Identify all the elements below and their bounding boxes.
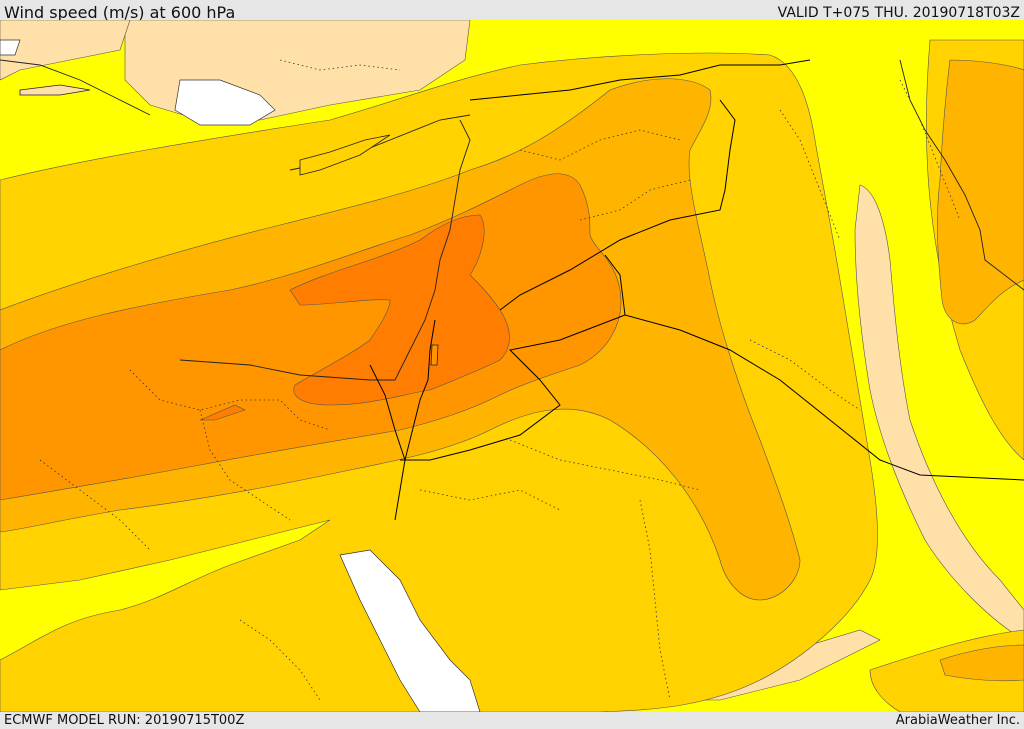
border-syria-iraq [499,99,736,311]
header-bar: Wind speed (m/s) at 600 hPa VALID T+075 … [0,0,1024,22]
border-turkey-syria [469,59,811,101]
island-crete [19,84,91,96]
model-run: ECMWF MODEL RUN: 20190715T00Z [4,713,245,728]
band-high-southeast [939,644,1024,682]
coastline-levant [179,119,471,381]
water-mediterranean-east [174,79,276,126]
band-max-core [289,214,510,406]
band-max-patch-sinai [199,404,246,421]
island-cyprus [299,134,391,176]
water-red-sea [339,549,481,712]
valid-time: VALID T+075 THU. 20190718T03Z [777,5,1020,21]
border-saudi-iraq [624,314,1024,481]
band-lowest-east-strip [854,184,1024,641]
border-jordan-iraq-saudi [400,254,626,461]
border-egypt-israel [369,364,406,521]
lake-dead-sea [430,344,439,366]
wind-speed-map [0,20,1024,712]
footer-bar: ECMWF MODEL RUN: 20190715T00Z ArabiaWeat… [0,712,1024,729]
coastline-aegean [0,59,151,116]
band-high-east [937,59,1024,325]
water-island-nw [0,39,21,56]
band-lowest-west [0,20,131,81]
map-title: Wind speed (m/s) at 600 hPa [4,3,236,22]
border-israel-jordan [404,319,436,461]
credit: ArabiaWeather Inc. [895,713,1020,728]
admin-boundaries [39,59,961,701]
